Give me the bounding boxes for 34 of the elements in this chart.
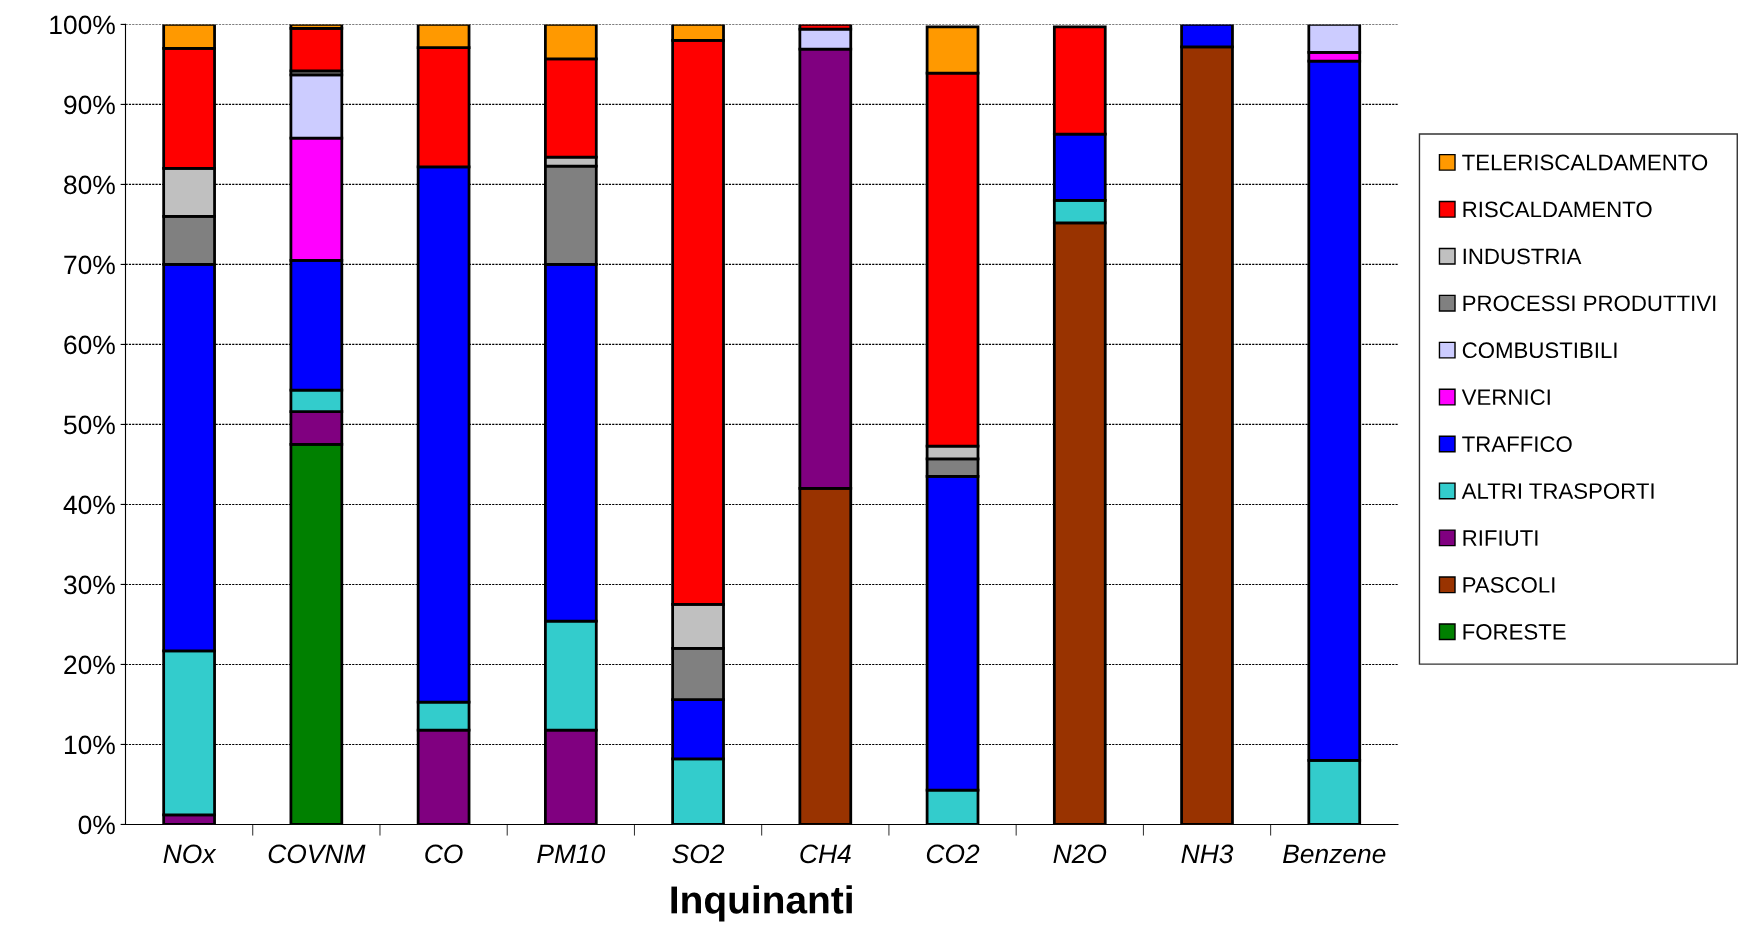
bar: [289, 27, 344, 73]
x-tick-label: N2O: [1053, 844, 1107, 864]
legend-label: ALTRI TRASPORTI: [1461, 483, 1654, 499]
legend-label: COMBUSTIBILI: [1462, 342, 1617, 359]
legend-label: VERNICI: [1461, 389, 1550, 406]
y-tick-label: 10%: [64, 735, 115, 755]
legend-label: RIFIUTI: [1463, 530, 1538, 546]
x-tick-label: NH3: [1181, 844, 1234, 864]
legend-label: TELERISCALDAMENTO: [1462, 154, 1708, 171]
legend-label: PASCOLI: [1463, 577, 1555, 593]
y-tick-label: 20%: [64, 655, 115, 675]
legend-label: FORESTE: [1463, 623, 1566, 640]
y-tick-label: 70%: [64, 255, 115, 275]
x-tick-label: CO2: [926, 844, 980, 864]
y-tick-label: 90%: [64, 95, 115, 115]
x-tick-label: COVNM: [268, 844, 366, 864]
y-tick-label: 30%: [63, 575, 115, 595]
legend-label: PROCESSI PRODUTTIVI: [1463, 295, 1716, 312]
legend-label: INDUSTRIA: [1463, 248, 1582, 265]
y-tick-label: 0%: [78, 815, 115, 835]
x-tick-label: CO: [425, 844, 463, 864]
y-tick-label: 60%: [64, 335, 115, 355]
y-tick-label: 80%: [64, 175, 115, 195]
x-tick-label: PM10: [537, 844, 606, 864]
x-tick-label: NOx: [163, 844, 217, 864]
x-axis-title: Inquinanti: [671, 885, 852, 922]
y-tick-label: 100%: [50, 15, 115, 35]
y-tick-label: 50%: [64, 415, 115, 435]
legend-label: TRAFFICO: [1462, 436, 1572, 452]
y-tick-label: 40%: [63, 495, 115, 515]
legend-label: RISCALDAMENTO: [1463, 201, 1652, 218]
x-tick-label: Benzene: [1282, 844, 1386, 864]
x-tick-label: CH4: [800, 844, 851, 864]
x-tick-label: SO2: [672, 844, 725, 864]
